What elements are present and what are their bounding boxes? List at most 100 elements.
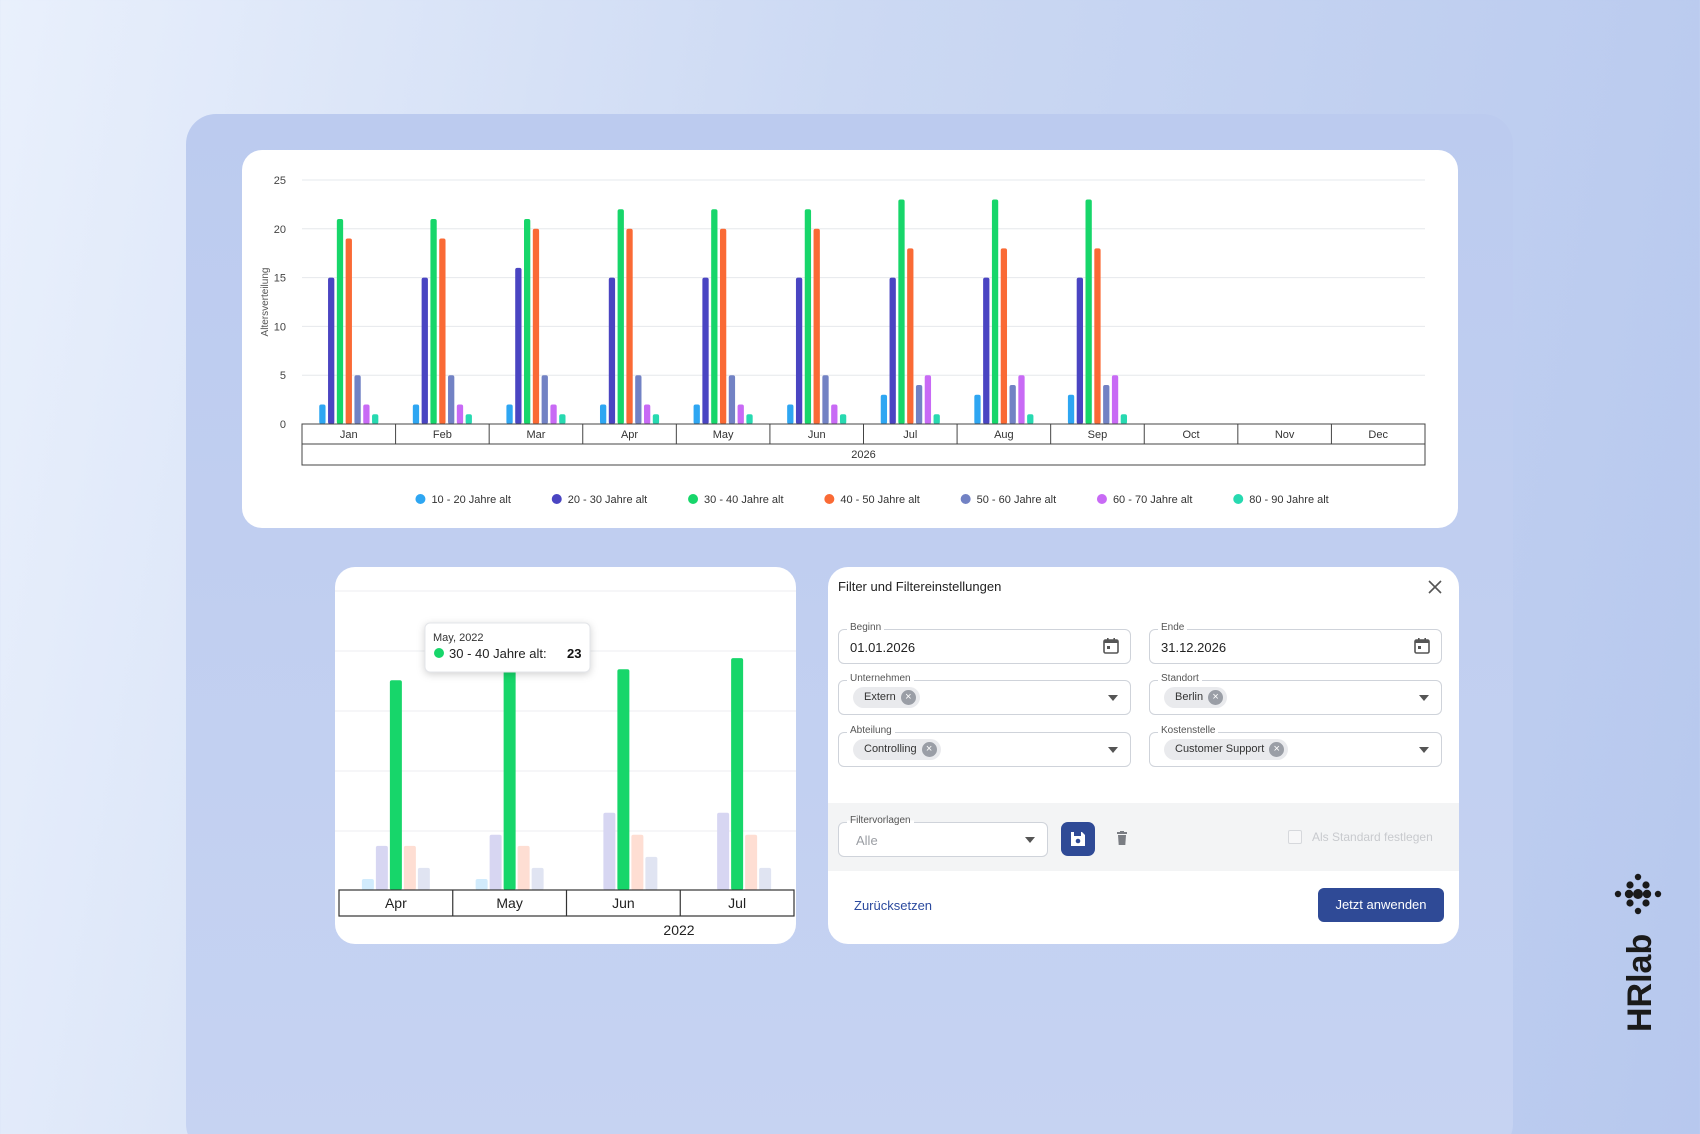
bar [559,414,566,424]
legend-marker [688,494,699,504]
remove-chip-icon[interactable]: × [900,690,916,705]
legend-marker [824,494,835,504]
legend-label: 10 - 20 Jahre alt [431,494,511,506]
bar [635,375,642,424]
bar [421,277,428,424]
location-select[interactable]: Standort Berlin × [1149,673,1442,715]
bar [933,414,940,424]
bar [991,199,999,424]
age-distribution-chart: 0 5 10 15 20 25 Altersverteilung Jan Feb Mar Apr Ma… [260,175,1426,506]
bar [475,878,488,890]
reset-button[interactable]: Zurücksetzen [854,898,933,913]
bar [924,375,932,424]
chevron-down-icon[interactable] [1419,695,1429,701]
bar [1120,414,1128,424]
legend-label: 20 - 30 Jahre alt [568,494,648,506]
calendar-icon[interactable] [1102,637,1120,660]
chart-tooltip: May, 2022 30 - 40 Jahre alt: 23 [424,622,591,673]
bar [550,404,557,424]
bar [372,414,379,424]
end-date-field[interactable]: Ende 31.12.2026 [1149,622,1442,664]
bar [608,277,616,424]
age-distribution-chart-card: 0 5 10 15 20 25 Altersverteilung Jan Feb Mar Apr Ma… [242,150,1458,528]
location-chip-label: Berlin [1175,691,1204,703]
bar [515,267,522,424]
bar [354,375,361,424]
bar [626,228,633,424]
legend-marker [415,494,426,504]
remove-chip-icon[interactable]: × [1208,690,1224,705]
apply-button[interactable]: Jetzt anwenden [1318,888,1444,922]
chevron-down-icon[interactable] [1025,837,1035,843]
set-default-checkbox[interactable] [1288,830,1302,844]
bar [389,680,402,890]
bar [465,414,472,424]
bar [728,375,736,424]
department-chip-label: Controlling [864,743,917,755]
bar [541,375,548,424]
legend-marker [960,494,971,504]
x-tick-label: Apr [621,429,638,441]
chevron-down-icon[interactable] [1108,747,1118,753]
tooltip-box [424,622,591,673]
set-default-label: Als Standard festlegen [1312,830,1433,844]
bar [363,404,370,424]
end-date-value: 31.12.2026 [1161,640,1227,655]
department-label: Abteilung [847,725,895,736]
bar [617,669,630,890]
close-icon[interactable] [1425,577,1445,597]
end-date-label: Ende [1158,622,1188,633]
y-tick-label: 10 [274,321,286,333]
bar [822,375,829,424]
bar [719,228,727,424]
x-tick-label: Sep [1088,429,1108,441]
legend-marker [551,494,562,504]
chevron-down-icon[interactable] [1419,747,1429,753]
bar [1018,375,1025,424]
x-tick-label: May [496,895,522,911]
legend-label: 30 - 40 Jahre alt [704,494,784,506]
remove-chip-icon[interactable]: × [921,742,937,757]
delete-preset-icon[interactable] [1114,830,1130,851]
save-preset-button[interactable] [1061,822,1095,856]
bar [745,834,758,890]
bar [880,394,888,424]
bar [1009,384,1016,424]
bar [759,867,772,890]
x-tick-label: Nov [1275,429,1295,441]
x-tick-label: May [713,429,734,441]
zoomed-age-chart: Apr May Jun Jul 2022 May, 2022 30 - 40 Jahre a… [335,590,796,938]
bar [599,404,607,424]
bar [702,277,709,424]
cost-center-select[interactable]: Kostenstelle Customer Support × [1149,725,1442,767]
bar [489,834,502,890]
bar [345,238,352,424]
bar [448,375,455,424]
company-select[interactable]: Unternehmen Extern × [838,673,1131,715]
filter-presets-select[interactable]: Filtervorlagen Alle [838,815,1048,857]
y-tick-label: 25 [274,175,286,187]
x-tick-label: Jan [340,429,358,441]
bar [889,277,896,424]
bar [1000,248,1008,424]
bar [361,878,374,890]
calendar-icon[interactable] [1413,637,1431,660]
x-axis-group-label: 2022 [663,922,694,938]
bar [456,404,464,424]
x-tick-label: Jul [903,429,917,441]
begin-date-label: Beginn [847,622,885,633]
legend-label: 40 - 50 Jahre alt [840,494,920,506]
begin-date-field[interactable]: Beginn 01.01.2026 [838,622,1131,664]
bar [1076,277,1084,424]
bar [1027,414,1034,424]
department-select[interactable]: Abteilung Controlling × [838,725,1131,767]
chevron-down-icon[interactable] [1108,695,1118,701]
x-tick-label: Apr [385,895,407,911]
cost-center-chip-label: Customer Support [1175,743,1265,755]
bar [1085,199,1092,424]
bar [787,404,794,424]
bar [375,845,388,890]
bar [693,404,700,424]
x-axis-group-label: 2026 [851,449,875,461]
remove-chip-icon[interactable]: × [1269,742,1285,757]
